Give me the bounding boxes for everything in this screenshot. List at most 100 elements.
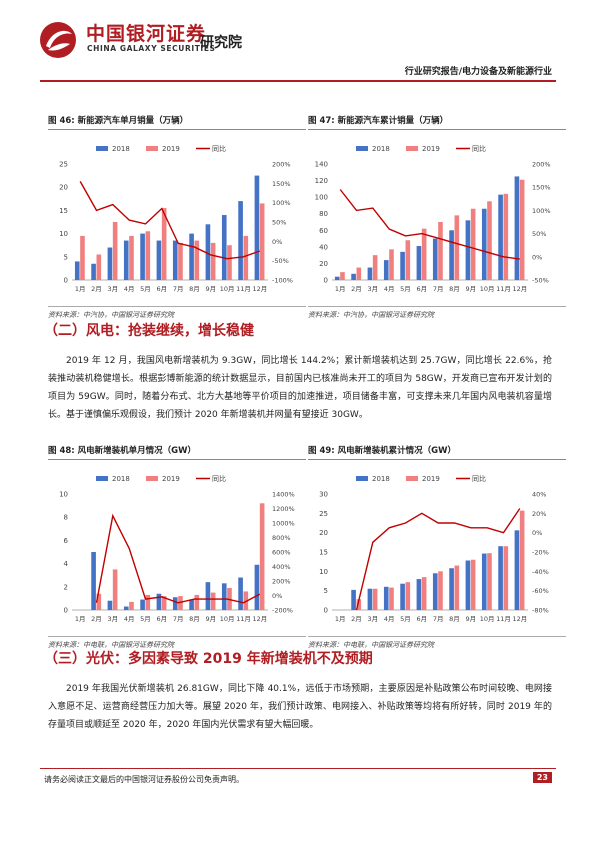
y2-tick-label: 100% <box>532 207 551 215</box>
section-heading-wind: （二）风电：抢装继续，增长稳健 <box>44 323 254 339</box>
bar-2019 <box>243 591 249 610</box>
y2-tick-label: 20% <box>532 510 546 518</box>
bar-2019 <box>161 208 167 280</box>
x-tick-label: 3月 <box>108 285 119 293</box>
bar-2019 <box>129 235 134 280</box>
bar-2018 <box>449 230 454 280</box>
bar-2019 <box>487 201 492 280</box>
y2-tick-label: 1400% <box>272 491 295 499</box>
bar-2019 <box>210 592 216 610</box>
bar-2018 <box>205 582 211 610</box>
bar-2018 <box>481 553 487 610</box>
x-tick-label: 4月 <box>124 615 135 623</box>
x-tick-label: 3月 <box>368 615 379 623</box>
x-tick-label: 3月 <box>108 615 119 623</box>
x-tick-label: 11月 <box>236 615 251 623</box>
bar-2019 <box>259 203 265 280</box>
y-tick-label: 100 <box>315 194 328 202</box>
institute-label: 研究院 <box>200 35 242 51</box>
bar-2019 <box>519 179 525 280</box>
legend-label: 2019 <box>162 475 180 483</box>
y2-tick-label: 400% <box>272 563 291 571</box>
bar-2018 <box>383 260 389 280</box>
x-tick-label: 4月 <box>384 285 395 293</box>
bar-2018 <box>221 215 227 280</box>
legend-label: 同比 <box>212 144 226 153</box>
y2-tick-label: -50% <box>532 277 549 285</box>
y-tick-label: 0 <box>64 607 68 615</box>
legend-swatch <box>406 146 418 151</box>
y2-tick-label: 40% <box>532 491 546 499</box>
x-tick-label: 12月 <box>252 285 267 293</box>
bar-2018 <box>74 261 80 280</box>
legend-label: 2018 <box>112 475 130 483</box>
x-tick-label: 4月 <box>384 615 395 623</box>
legend-label: 同比 <box>212 474 226 483</box>
bar-2018 <box>238 577 243 610</box>
bar-2018 <box>351 273 356 280</box>
chart-source-divider <box>48 306 306 307</box>
bar-2018 <box>334 276 340 280</box>
x-tick-label: 8月 <box>449 285 460 293</box>
legend-swatch <box>146 476 158 481</box>
legend-swatch <box>406 476 418 481</box>
bar-2019 <box>145 594 151 610</box>
y-tick-label: 20 <box>319 529 328 537</box>
y-tick-label: 5 <box>64 253 68 261</box>
bar-2018 <box>383 586 389 610</box>
x-tick-label: 12月 <box>512 285 527 293</box>
y-tick-label: 0 <box>324 277 328 285</box>
y-tick-label: 60 <box>319 227 328 235</box>
bar-2018 <box>498 546 503 610</box>
y-tick-label: 25 <box>59 161 68 169</box>
x-tick-label: 11月 <box>236 285 251 293</box>
yoy-line <box>339 189 520 260</box>
bar-2019 <box>356 267 362 280</box>
footer-disclaimer: 请务必阅读正文最后的中国银河证券股份公司免责声明。 <box>44 775 244 784</box>
chart-svg: 2018 2019 同比 0 5 10 15 20 25 30 -80% -60% -40% -20% 0%… <box>319 474 549 623</box>
bar-2019 <box>438 571 443 610</box>
bar-2019 <box>389 249 394 280</box>
bar-2019 <box>178 596 183 610</box>
bar-2019 <box>405 582 411 610</box>
bar-2018 <box>400 251 405 280</box>
y-tick-label: 40 <box>319 243 328 251</box>
chart-svg: 2018 2019 同比 0 2 4 6 8 10 -200% 0% 200% 400% 600% 800%… <box>59 474 295 623</box>
y-tick-label: 15 <box>319 549 328 557</box>
legend-swatch <box>356 146 368 151</box>
bar-2018 <box>91 263 96 280</box>
bar-2018 <box>481 208 487 280</box>
bar-2018 <box>514 530 520 610</box>
legend-swatch <box>96 146 108 151</box>
bar-2019 <box>178 242 183 280</box>
bar-2018 <box>172 240 178 280</box>
bar-2019 <box>96 254 102 280</box>
bar-2018 <box>172 597 178 610</box>
bar-2019 <box>487 553 492 610</box>
bar-2019 <box>112 222 118 280</box>
y-tick-label: 120 <box>315 177 328 185</box>
y-tick-label: 20 <box>59 184 68 192</box>
x-tick-label: 9月 <box>466 285 477 293</box>
bar-2019 <box>227 245 232 280</box>
y-tick-label: 140 <box>315 161 328 169</box>
y2-tick-label: -50% <box>272 257 289 265</box>
bar-2019 <box>454 215 460 280</box>
section-heading-pv: （三）光伏：多因素导致 2019 年新增装机不及预期 <box>44 651 373 667</box>
bar-2019 <box>210 242 216 280</box>
legend-swatch <box>356 476 368 481</box>
y-tick-label: 4 <box>64 560 69 568</box>
x-tick-label: 4月 <box>124 285 135 293</box>
bar-2018 <box>465 220 471 280</box>
bar-2019 <box>503 546 509 610</box>
x-tick-label: 5月 <box>140 615 151 623</box>
x-tick-label: 2月 <box>91 615 102 623</box>
y2-tick-label: 200% <box>272 161 291 169</box>
bar-2019 <box>372 588 378 610</box>
bar-2018 <box>156 240 162 280</box>
bar-2018 <box>367 267 373 280</box>
x-tick-label: 3月 <box>368 285 379 293</box>
y2-tick-label: 50% <box>532 230 546 238</box>
x-tick-label: 1月 <box>335 615 346 623</box>
y-tick-label: 10 <box>59 491 68 499</box>
